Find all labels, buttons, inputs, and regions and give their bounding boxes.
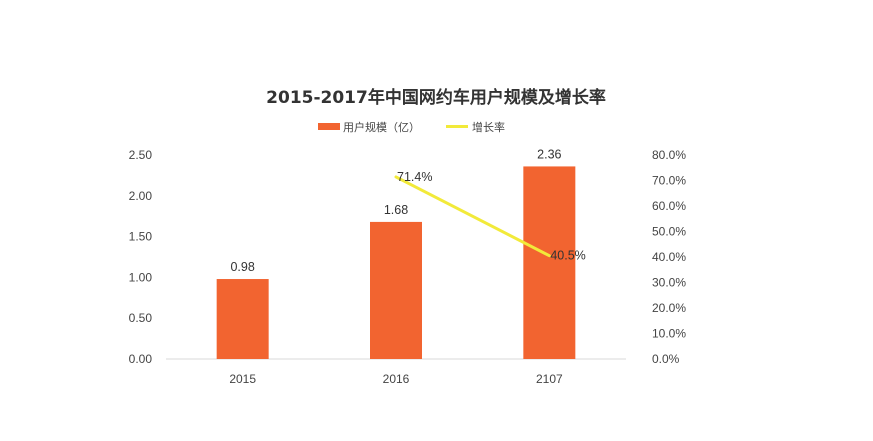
- x-axis: 2015 2016 2107: [229, 372, 563, 386]
- left-tick-label: 0.00: [129, 352, 153, 366]
- right-axis: 0.0% 10.0% 20.0% 30.0% 40.0% 50.0% 60.0% 70.0% 8…: [652, 148, 686, 366]
- left-tick-label: 1.00: [129, 270, 153, 284]
- bar: [216, 279, 269, 359]
- right-tick-label: 80.0%: [652, 148, 686, 162]
- bar: [370, 221, 422, 359]
- legend-label-user-scale: 用户规模（亿）: [343, 120, 420, 134]
- left-tick-label: 1.50: [129, 230, 153, 244]
- bar-data-label: 0.98: [230, 260, 254, 274]
- right-tick-label: 60.0%: [652, 199, 686, 213]
- line-data-label: 71.4%: [397, 170, 432, 184]
- right-tick-label: 30.0%: [652, 276, 686, 290]
- line-data-labels: 71.4% 40.5%: [397, 170, 586, 263]
- right-tick-label: 50.0%: [652, 225, 686, 239]
- legend-swatch-user-scale: [318, 123, 340, 130]
- left-tick-label: 2.50: [129, 148, 153, 162]
- bar-data-label: 1.68: [384, 203, 408, 217]
- legend-label-growth-rate: 增长率: [472, 120, 505, 134]
- bar: [523, 166, 576, 359]
- x-tick-label: 2015: [229, 372, 256, 386]
- right-tick-label: 40.0%: [652, 250, 686, 264]
- line-data-label: 40.5%: [550, 249, 585, 263]
- left-axis: 0.00 0.50 1.00 1.50 2.00 2.50: [129, 148, 153, 366]
- left-tick-label: 2.00: [129, 189, 153, 203]
- bar-data-label: 2.36: [537, 147, 561, 161]
- growth-rate-line: [394, 175, 551, 258]
- chart-title: 2015-2017年中国网约车用户规模及增长率: [266, 87, 606, 108]
- right-tick-label: 10.0%: [652, 327, 686, 341]
- left-tick-label: 0.50: [129, 311, 153, 325]
- line-series-growth-rate: [394, 175, 551, 258]
- right-tick-label: 70.0%: [652, 174, 686, 188]
- right-tick-label: 20.0%: [652, 301, 686, 315]
- x-tick-label: 2016: [383, 372, 410, 386]
- bar-series-user-scale: [216, 166, 576, 359]
- bar-data-labels: 0.98 1.68 2.36: [230, 147, 561, 274]
- chart-legend: 用户规模（亿） 增长率: [318, 120, 505, 134]
- x-tick-label: 2107: [536, 372, 563, 386]
- right-tick-label: 0.0%: [652, 352, 680, 366]
